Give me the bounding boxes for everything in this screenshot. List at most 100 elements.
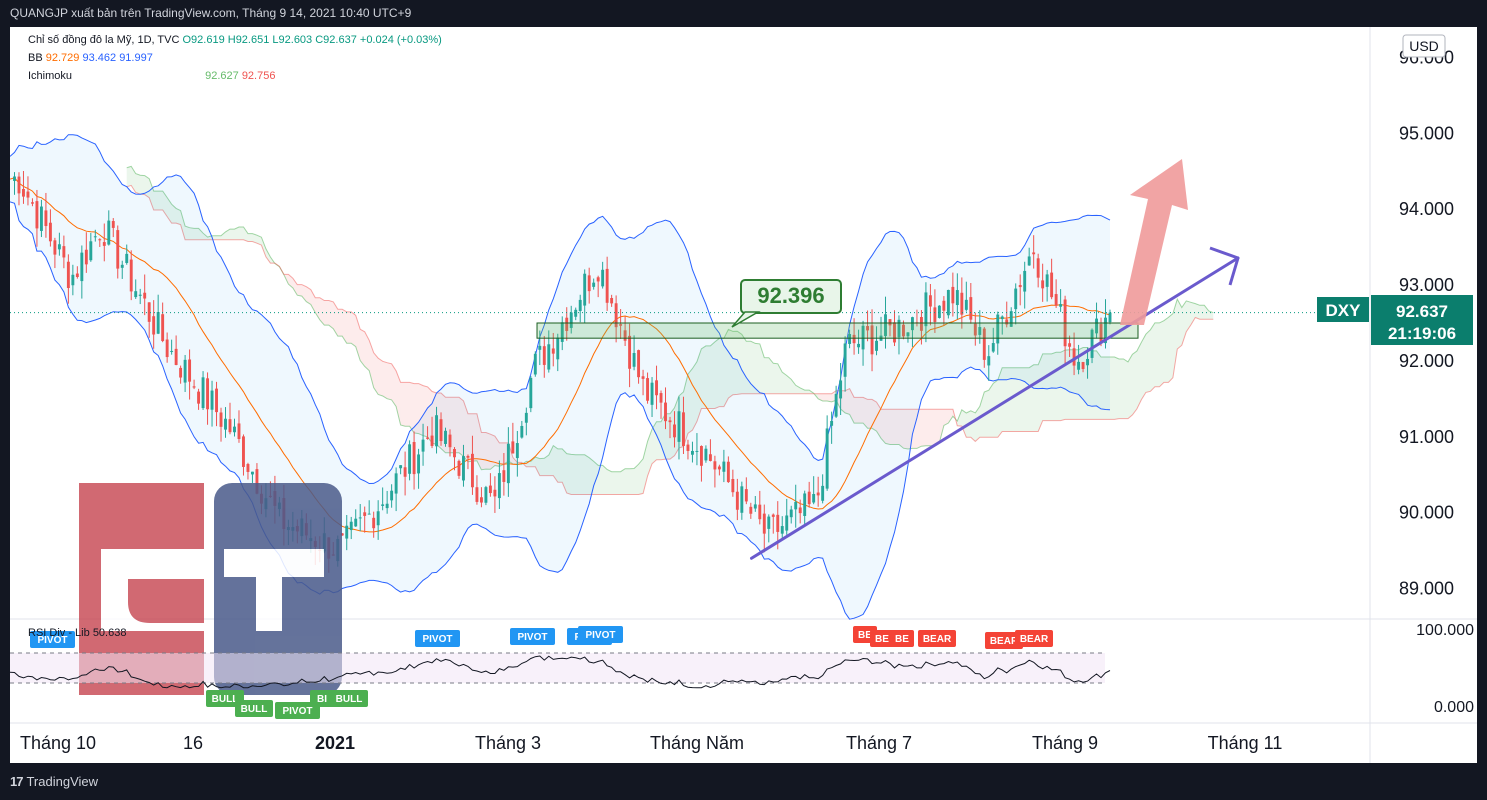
cloud-segment [1154, 322, 1160, 387]
candle-body [677, 411, 681, 442]
cloud-segment [773, 363, 778, 394]
rsi-signals: PIVOTBULLBULLPIVOTBIBULLPIVOTPIVOTPIVOTP… [30, 626, 1053, 719]
candle-body [1027, 256, 1031, 266]
candle-body [785, 515, 789, 531]
cloud-segment [1177, 299, 1182, 349]
currency-button[interactable]: USD [1402, 34, 1446, 58]
legend-symbol: Chỉ số đồng đô la Mỹ, 1D, TVC [28, 34, 180, 46]
candle-body [1059, 304, 1063, 307]
candle-body [668, 420, 672, 423]
candle-body [933, 307, 937, 322]
cloud-segment [481, 432, 486, 470]
candle-body [686, 444, 690, 451]
cloud-segment [256, 235, 262, 246]
cloud-segment [970, 410, 976, 442]
candle-body [601, 269, 605, 287]
cloud-segment [593, 461, 599, 495]
candle-body [1036, 258, 1040, 278]
candle-body [1018, 285, 1022, 288]
cloud-segment [881, 409, 886, 444]
cloud-segment [589, 457, 594, 495]
legend-rsi-label: RSI Div - Lib [28, 627, 90, 639]
candle-body [399, 465, 403, 469]
cloud-segment [804, 390, 810, 394]
cloud-segment [171, 204, 177, 224]
candle-body [771, 514, 775, 517]
candle-body [426, 437, 430, 439]
legend-rsi: RSI Div - Lib 50.638 [28, 627, 126, 639]
time-axis[interactable]: Tháng 10 16 2021 Tháng 3 Tháng Năm Tháng… [20, 733, 1282, 753]
symbol-badge-text: DXY [1326, 301, 1362, 320]
candle-body [928, 295, 932, 307]
candle-body [569, 312, 573, 328]
cloud-segment [705, 345, 711, 409]
cloud-segment [616, 471, 621, 495]
candle-body [408, 444, 412, 474]
cloud-segment [342, 309, 347, 344]
candle-body [80, 252, 84, 282]
candle-body [394, 473, 398, 494]
cloud-segment [198, 228, 204, 240]
candle-body [358, 517, 362, 519]
candle-body [574, 309, 578, 317]
cloud-segment [867, 399, 872, 429]
rsi-line [9, 655, 1111, 689]
footer-bar: 17 TradingView [0, 763, 1487, 800]
candle-body [1095, 318, 1098, 334]
legend-bb: BB 92.729 93.462 91.997 [28, 52, 153, 64]
cloud-segment [719, 338, 724, 407]
candle-body [978, 327, 982, 335]
rsi-signal-badge [870, 630, 894, 647]
time-label: Tháng 3 [475, 733, 541, 753]
cloud-segment [643, 441, 648, 494]
cloud-segment [539, 458, 545, 476]
cloud-segment [1172, 299, 1178, 378]
candle-body [897, 319, 901, 338]
candle-body [417, 454, 421, 474]
cloud-segment [468, 413, 473, 462]
candle-body [843, 343, 847, 377]
rsi-signal-label: PIVOT [517, 632, 547, 643]
candle-body [453, 449, 456, 458]
candle-body [857, 343, 861, 348]
cloud-segment [916, 409, 922, 449]
legend-ichimoku-b: 92.756 [241, 70, 276, 82]
candle-body [511, 441, 515, 454]
candle-body [722, 461, 726, 472]
candle-body [39, 206, 43, 231]
rsi-signal-badge [890, 630, 914, 647]
candle-body [1023, 270, 1027, 292]
cloud-segment [140, 175, 145, 195]
candle-body [708, 454, 712, 461]
candle-body [946, 289, 950, 316]
tradingview-brand-text: TradingView [26, 774, 99, 789]
cloud-segment [629, 468, 635, 495]
rsi-signal-label: BI [317, 694, 327, 705]
cloud-segment [472, 413, 477, 462]
candle-body [1081, 362, 1085, 370]
candle-body [852, 334, 856, 344]
level-label: 92.396 [757, 283, 824, 308]
cloud-segment [800, 387, 805, 394]
candle-body [870, 325, 874, 355]
cloud-segment [292, 278, 298, 296]
candle-body [556, 337, 560, 360]
cloud-segment [728, 329, 733, 399]
candle-body [713, 461, 717, 470]
cloud-segment [1150, 322, 1155, 392]
cloud-segment [858, 397, 864, 424]
cloud-segment [584, 454, 590, 495]
candle-body [673, 424, 676, 438]
cloud-segment [1069, 349, 1075, 420]
candle-body [143, 292, 147, 299]
cloud-segment [1024, 367, 1030, 432]
legend-ichimoku-a: 92.627 [205, 70, 239, 82]
tradingview-logo[interactable]: 17 TradingView [10, 774, 98, 789]
cloud-segment [158, 191, 163, 210]
cloud-segment [405, 382, 410, 427]
candle-body [542, 346, 546, 365]
candle-body [735, 491, 739, 510]
cloud-segment [373, 352, 379, 395]
candle-body [210, 390, 214, 410]
